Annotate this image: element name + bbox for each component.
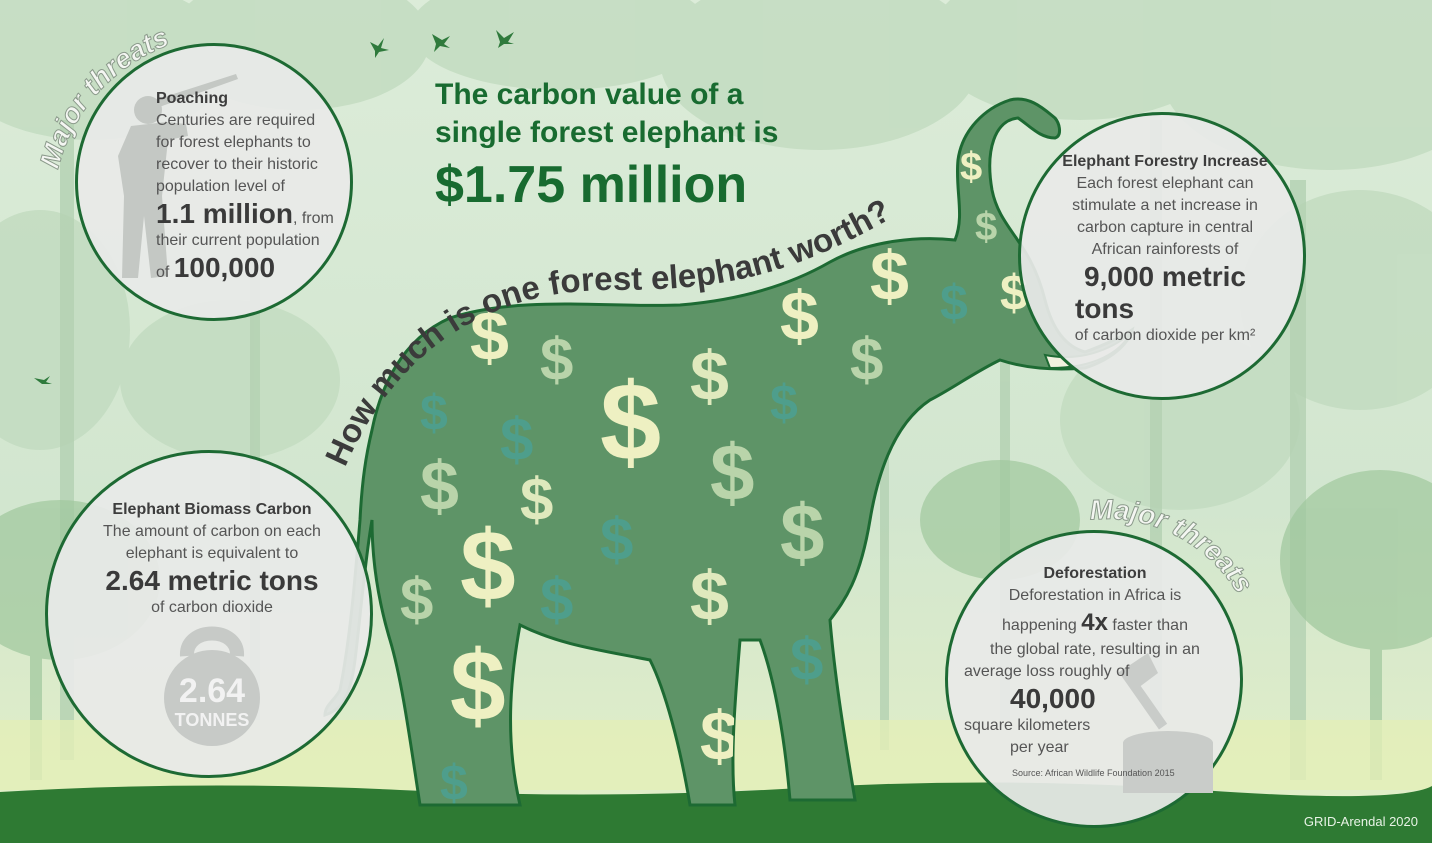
dollar-sign-icon: $ bbox=[460, 510, 516, 622]
dollar-sign-icon: $ bbox=[600, 361, 661, 484]
source-note: Source: African Wildlife Foundation 2015 bbox=[1012, 768, 1175, 778]
dollar-sign-icon: $ bbox=[500, 406, 533, 473]
dollar-sign-icon: $ bbox=[600, 506, 633, 573]
poaching-line-3: recover to their historic bbox=[156, 156, 318, 173]
headline-value: $1.75 million bbox=[435, 156, 748, 214]
bird-icon bbox=[34, 30, 514, 384]
dollar-sign-icon: $ bbox=[540, 326, 573, 393]
dollar-sign-icon: $ bbox=[420, 447, 459, 525]
deforestation-line-5: square kilometers bbox=[964, 717, 1091, 734]
forestry-heading: Elephant Forestry Increase bbox=[1062, 153, 1268, 170]
kettlebell-icon: 2.64 TONNES bbox=[164, 626, 260, 746]
dollar-sign-icon: $ bbox=[540, 566, 573, 633]
dollar-sign-icon: $ bbox=[520, 466, 553, 533]
dollar-sign-icon: $ bbox=[960, 145, 982, 189]
poaching-after-number: , from bbox=[292, 210, 334, 227]
poaching-line-1: Centuries are required bbox=[156, 112, 316, 129]
dollar-sign-icon: $ bbox=[790, 626, 823, 693]
deforestation-line-6: per year bbox=[1010, 739, 1069, 756]
deforestation-multiplier: 4x bbox=[1081, 609, 1108, 636]
biomass-circle: Elephant Biomass Carbon The amount of ca… bbox=[45, 450, 373, 778]
dollar-sign-icon: $ bbox=[420, 385, 448, 441]
dollar-sign-icon: $ bbox=[440, 755, 468, 811]
forestry-line-4: African rainforests of bbox=[1091, 241, 1239, 258]
biomass-line-2: elephant is equivalent to bbox=[125, 545, 299, 562]
dollar-sign-icon: $ bbox=[940, 275, 968, 331]
biomass-number: 2.64 metric tons bbox=[105, 565, 319, 596]
biomass-heading: Elephant Biomass Carbon bbox=[112, 501, 312, 518]
deforestation-number: 40,000 bbox=[1010, 683, 1096, 714]
deforestation-line-2-post: faster than bbox=[1112, 617, 1188, 634]
poaching-circle: Poaching Centuries are required for fore… bbox=[75, 43, 353, 321]
deforestation-line-1: Deforestation in Africa is bbox=[1008, 587, 1182, 604]
forestry-line-2: stimulate a net increase in bbox=[1072, 197, 1258, 214]
poaching-line-4: population level of bbox=[156, 178, 285, 195]
poaching-line-5: their current population bbox=[156, 232, 320, 249]
hunter-silhouette-icon bbox=[118, 74, 238, 278]
headline-line-1: The carbon value of a bbox=[435, 78, 744, 111]
dollar-sign-icon: $ bbox=[870, 237, 909, 315]
forestry-number-1: 9,000 metric bbox=[1084, 261, 1246, 292]
forestry-number-2: tons bbox=[1075, 293, 1135, 324]
dollar-sign-icon: $ bbox=[975, 205, 997, 249]
dollar-sign-icon: $ bbox=[690, 557, 729, 635]
dollar-sign-icon: $ bbox=[450, 630, 506, 742]
dollar-sign-icon: $ bbox=[770, 375, 798, 431]
deforestation-line-4: average loss roughly of bbox=[964, 663, 1130, 680]
deforestation-circle: Deforestation Deforestation in Africa is… bbox=[945, 530, 1243, 828]
headline-line-2: single forest elephant is bbox=[435, 116, 779, 149]
poaching-line-2: for forest elephants to bbox=[156, 134, 311, 151]
dollar-sign-icon: $ bbox=[710, 428, 755, 517]
biomass-unit: of carbon dioxide bbox=[151, 599, 273, 616]
forestry-line-3: carbon capture in central bbox=[1076, 219, 1254, 236]
poaching-heading: Poaching bbox=[156, 90, 229, 107]
poaching-of: of bbox=[156, 264, 170, 281]
poaching-number: 1.1 million bbox=[156, 198, 293, 229]
dollar-sign-icon: $ bbox=[780, 488, 825, 577]
credit: GRID-Arendal 2020 bbox=[1303, 814, 1418, 829]
weight-value: 2.64 bbox=[179, 672, 245, 710]
forestry-circle: Elephant Forestry Increase Each forest e… bbox=[1018, 112, 1306, 400]
forestry-line-1: Each forest elephant can bbox=[1076, 175, 1254, 192]
biomass-line-1: The amount of carbon on each bbox=[103, 523, 321, 540]
headline: The carbon value of a single forest elep… bbox=[435, 76, 855, 216]
deforestation-heading: Deforestation bbox=[1043, 565, 1147, 582]
deforestation-line-3: the global rate, resulting in an bbox=[990, 641, 1200, 658]
axe-stump-icon bbox=[1118, 653, 1213, 793]
weight-unit: TONNES bbox=[175, 710, 250, 730]
deforestation-line-2-pre: happening bbox=[1002, 617, 1077, 634]
forestry-unit: of carbon dioxide per km² bbox=[1074, 327, 1256, 344]
dollar-sign-icon: $ bbox=[690, 337, 729, 415]
dollar-sign-icon: $ bbox=[700, 697, 739, 775]
poaching-number-2: 100,000 bbox=[173, 252, 276, 283]
dollar-sign-icon: $ bbox=[400, 566, 433, 633]
dollar-sign-icon: $ bbox=[780, 277, 819, 355]
dollar-sign-icon: $ bbox=[850, 326, 883, 393]
